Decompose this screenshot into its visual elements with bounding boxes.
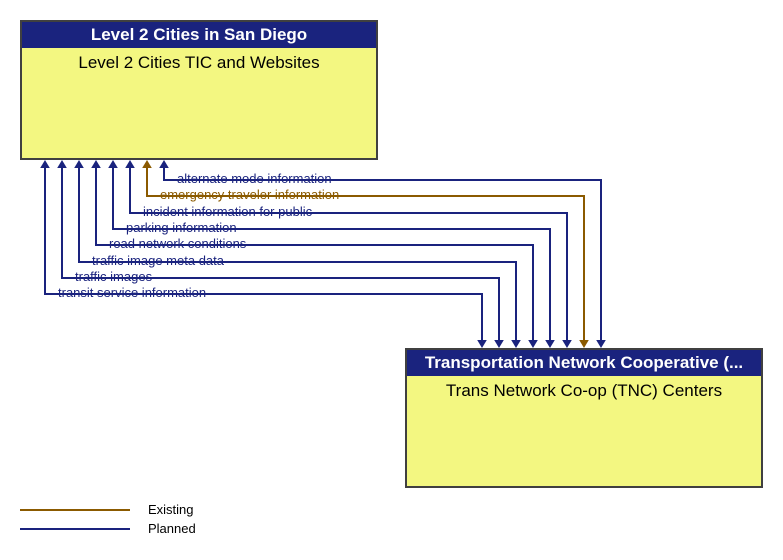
entity-box-right-header-text: Transportation Network Cooperative (... [425, 353, 743, 372]
entity-box-right-header: Transportation Network Cooperative (... [407, 350, 761, 376]
entity-box-right-body: Trans Network Co-op (TNC) Centers [407, 376, 761, 406]
flow-label: traffic images [75, 269, 152, 284]
entity-box-right-body-text: Trans Network Co-op (TNC) Centers [446, 381, 722, 400]
flow-label: emergency traveler information [160, 187, 339, 202]
flow-label: incident information for public [143, 204, 312, 219]
flow-label: traffic image meta data [92, 253, 224, 268]
legend-row: Planned [20, 521, 196, 536]
legend-swatch [20, 509, 130, 511]
flow-label: road network conditions [109, 236, 246, 251]
flow-label: parking information [126, 220, 237, 235]
legend-label: Planned [148, 521, 196, 536]
flow-label: alternate mode information [177, 171, 332, 186]
entity-box-right: Transportation Network Cooperative (... … [405, 348, 763, 488]
legend-label: Existing [148, 502, 194, 517]
entity-box-left-body-text: Level 2 Cities TIC and Websites [78, 53, 319, 72]
legend-row: Existing [20, 502, 196, 517]
entity-box-left-header: Level 2 Cities in San Diego [22, 22, 376, 48]
legend-swatch [20, 528, 130, 530]
entity-box-left-body: Level 2 Cities TIC and Websites [22, 48, 376, 78]
legend: Existing Planned [20, 502, 196, 540]
entity-box-left-header-text: Level 2 Cities in San Diego [91, 25, 307, 44]
flow-label: transit service information [58, 285, 206, 300]
entity-box-left: Level 2 Cities in San Diego Level 2 Citi… [20, 20, 378, 160]
